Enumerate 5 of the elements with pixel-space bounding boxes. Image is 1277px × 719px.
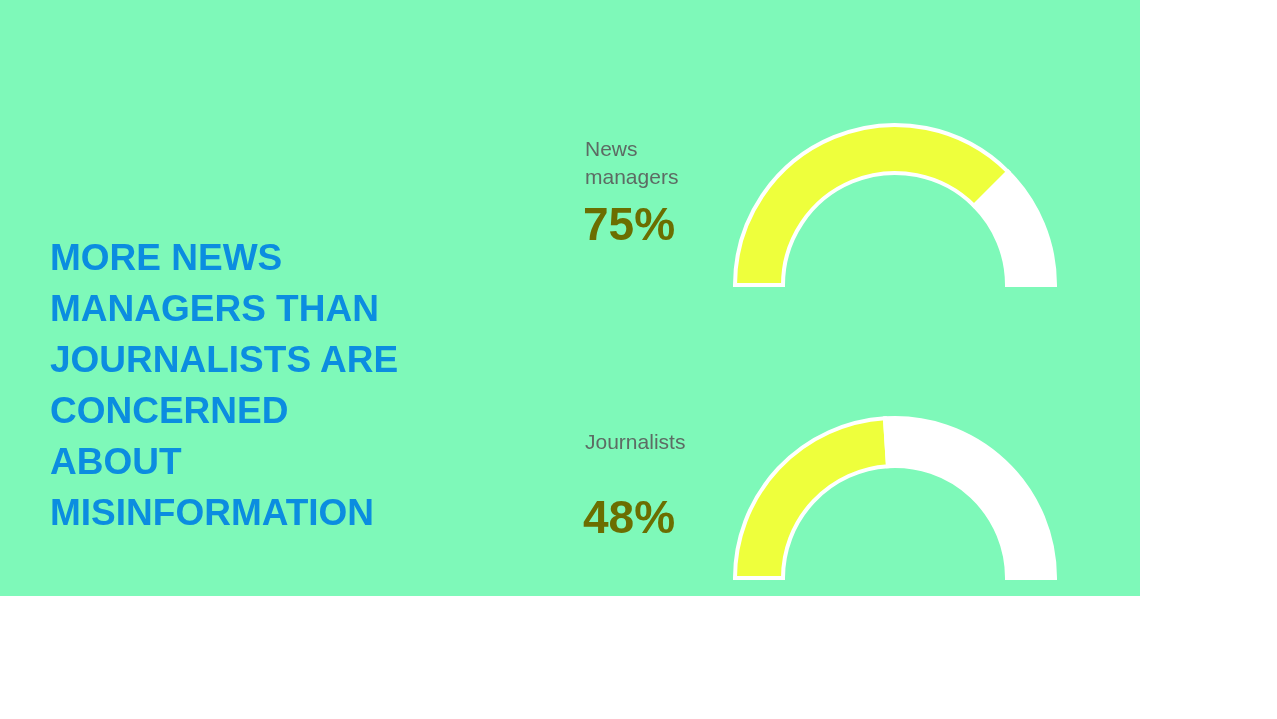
slice-label: Journalists [585, 430, 686, 453]
data-label: 48% [583, 491, 676, 543]
text: MORE NEWS MANAGERS THAN JOURNALISTS ARE CONCERNED ABOUT MISINFORMATION [50, 237, 399, 533]
slice-label: News managers [585, 137, 679, 188]
data-label: 75% [583, 198, 676, 250]
